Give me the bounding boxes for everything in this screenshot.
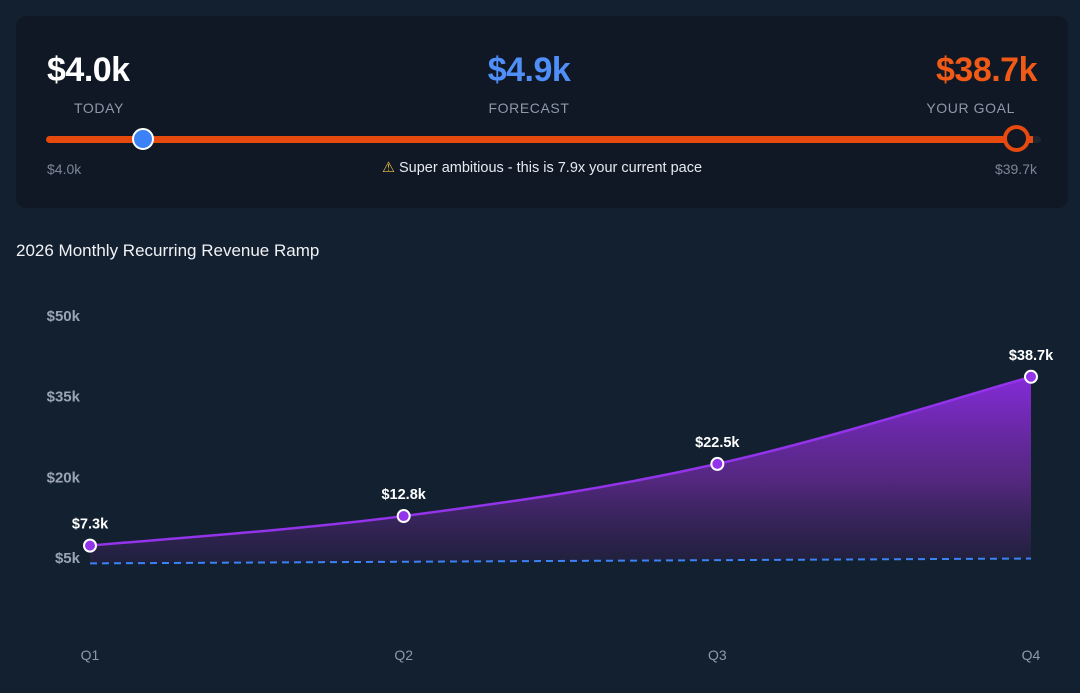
today-label: TODAY	[74, 100, 124, 116]
y-tick-label: $50k	[47, 308, 81, 325]
x-tick-label: Q3	[708, 647, 727, 663]
today-slider-knob	[132, 128, 154, 150]
current-pace-line	[89, 557, 1032, 565]
data-point	[396, 509, 411, 524]
goal-slider-track[interactable]	[46, 136, 1038, 143]
x-tick-label: Q2	[394, 647, 413, 663]
goal-ramp-points	[83, 369, 1038, 553]
summary-card: $4.0k TODAY $4.9k FORECAST $38.7k YOUR G…	[16, 16, 1068, 208]
forecast-value: $4.9k	[487, 51, 571, 89]
data-point	[1024, 369, 1038, 384]
pace-warning-text: Super ambitious - this is 7.9x your curr…	[398, 160, 703, 176]
x-tick-label: Q4	[1022, 647, 1041, 663]
today-stat: $4.0k TODAY	[47, 50, 130, 116]
x-axis: Q1 Q2 Q3 Q4	[81, 647, 1041, 663]
x-tick-label: Q1	[81, 647, 100, 663]
data-point-label: $22.5k	[695, 435, 740, 451]
y-axis: $5k $20k $35k $50k	[47, 308, 81, 567]
forecast-label: FORECAST	[488, 100, 570, 116]
y-tick-label: $5k	[55, 550, 81, 567]
goal-ramp-line	[89, 375, 1032, 547]
data-point	[710, 456, 725, 471]
goal-value: $38.7k	[936, 51, 1037, 89]
goal-slider-handle[interactable]	[1003, 125, 1030, 152]
chart-title: 2026 Monthly Recurring Revenue Ramp	[16, 241, 320, 260]
forecast-stat: $4.9k FORECAST	[16, 50, 1042, 116]
warning-icon: ⚠	[381, 160, 395, 176]
slider-min-label: $4.0k	[47, 161, 82, 177]
y-tick-label: $35k	[47, 389, 81, 406]
today-value: $4.0k	[47, 51, 130, 89]
goal-stat: $38.7k YOUR GOAL	[926, 50, 1037, 116]
goal-ramp-area	[90, 376, 1031, 564]
pace-warning: ⚠ Super ambitious - this is 7.9x your cur…	[16, 160, 1068, 176]
slider-max-label: $39.7k	[994, 161, 1037, 177]
goal-label: YOUR GOAL	[926, 100, 1015, 116]
goal-slider-track-end	[1033, 136, 1041, 143]
data-point-label: $38.7k	[1009, 348, 1054, 364]
y-tick-label: $20k	[47, 469, 81, 486]
data-point-label: $12.8k	[381, 487, 426, 503]
data-point-label: $7.3k	[72, 517, 109, 533]
data-point	[83, 538, 97, 553]
data-labels: $7.3k $12.8k $22.5k $38.7k	[72, 348, 1054, 533]
